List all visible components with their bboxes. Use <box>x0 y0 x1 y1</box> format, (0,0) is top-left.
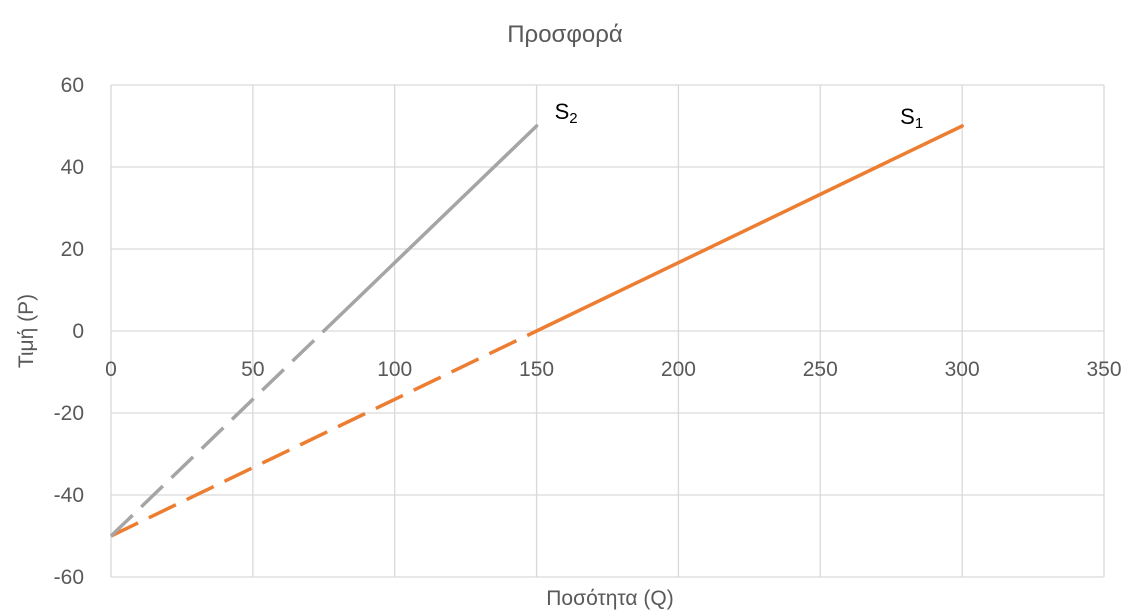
x-tick-label: 300 <box>945 358 980 381</box>
y-tick-label: -40 <box>54 484 84 507</box>
y-axis-label: Τιμή (P) <box>15 294 38 368</box>
chart-title: Προσφορά <box>507 21 623 48</box>
x-tick-label: 150 <box>519 358 554 381</box>
series-dashed-line <box>110 329 538 538</box>
x-tick-label: 100 <box>377 358 412 381</box>
x-tick-label: 50 <box>241 358 264 381</box>
series-label: S2 <box>555 99 578 127</box>
y-tick-label: 20 <box>61 238 84 261</box>
y-tick-label: -60 <box>54 566 84 589</box>
series-solid-line <box>534 124 964 333</box>
y-tick-label: 40 <box>61 156 84 179</box>
y-tick-label: -20 <box>54 402 84 425</box>
series-label: S1 <box>900 104 923 132</box>
x-tick-label: 0 <box>105 358 117 381</box>
x-tick-label: 200 <box>661 358 696 381</box>
y-tick-label: 60 <box>61 74 84 97</box>
series-labels: S1 S2 <box>555 99 924 132</box>
tick-labels: 0 50 100 150 200 250 300 350 -60 -40 -20 0 20 40 60 <box>54 74 1122 589</box>
x-tick-label: 350 <box>1086 358 1121 381</box>
y-tick-label: 0 <box>72 320 84 343</box>
series-dashed-line <box>109 329 325 538</box>
series-solid-line <box>322 124 539 333</box>
series-lines <box>109 124 964 538</box>
grid <box>110 84 1105 578</box>
x-axis-label: Ποσότητα (Q) <box>546 587 673 610</box>
x-tick-label: 250 <box>803 358 838 381</box>
